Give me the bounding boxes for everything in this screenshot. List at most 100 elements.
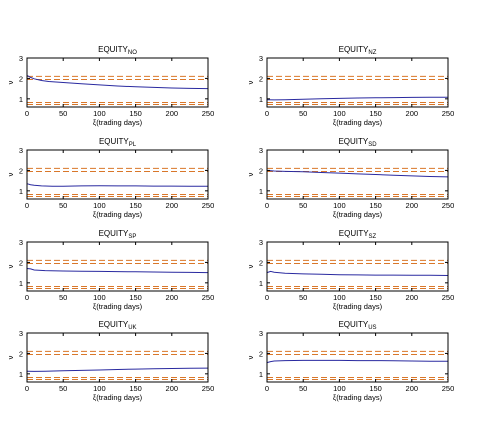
chart-sz-xtick-label: 200	[406, 293, 419, 302]
chart-us: EQUITYUS 0 50 100 150 200 250 1 2 3 ξ(trading days…	[246, 320, 454, 402]
chart-us-title: EQUITYUS	[338, 320, 376, 331]
chart-no-xtick-label: 250	[202, 109, 215, 118]
chart-sp-xtick-label: 250	[202, 293, 215, 302]
chart-us-xlabel: ξ(trading days)	[333, 393, 383, 402]
chart-sp-ytick-label: 3	[19, 238, 23, 247]
chart-uk-xtick-label: 200	[166, 384, 179, 393]
chart-nz-title: EQUITYNZ	[339, 45, 377, 56]
chart-nz: EQUITYNZ 0 50 100 150 200 250 1 2 3 ξ(trading days…	[246, 45, 454, 127]
chart-sz-xtick-label: 50	[299, 293, 307, 302]
chart-sz-ytick-label: 3	[259, 238, 263, 247]
chart-sz-xlabel: ξ(trading days)	[333, 302, 383, 311]
chart-pl-title-subscript: PL	[129, 142, 137, 148]
chart-sd-xtick-label: 200	[406, 201, 419, 210]
chart-uk-xtick-label: 0	[25, 384, 29, 393]
chart-sz-title-subscript: SZ	[369, 234, 377, 240]
chart-uk-xtick-label: 250	[202, 384, 215, 393]
chart-no-title-subscript: NO	[128, 50, 137, 56]
chart-nz-ylabel: ν	[246, 80, 255, 84]
chart-pl-ytick-label: 3	[19, 146, 23, 155]
chart-nz-xtick-label: 250	[442, 109, 455, 118]
chart-no-xtick-label: 150	[129, 109, 142, 118]
chart-pl-xtick-label: 100	[93, 201, 106, 210]
chart-no-xtick-label: 0	[25, 109, 29, 118]
chart-sz-xtick-label: 150	[369, 293, 382, 302]
chart-nz-title-subscript: NZ	[368, 50, 376, 56]
chart-uk-ytick-label: 1	[19, 370, 23, 379]
chart-sz-xtick-label: 250	[442, 293, 455, 302]
chart-sp-xtick-label: 0	[25, 293, 29, 302]
chart-uk-title-subscript: UK	[128, 325, 136, 331]
chart-pl-xtick-label: 250	[202, 201, 215, 210]
chart-pl-ytick-label: 1	[19, 187, 23, 196]
chart-uk-xtick-label: 50	[59, 384, 67, 393]
chart-us-xtick-label: 150	[369, 384, 382, 393]
chart-sz-ytick-label: 2	[259, 258, 263, 267]
chart-nz-xtick-label: 200	[406, 109, 419, 118]
chart-no-ytick-label: 3	[19, 54, 23, 63]
chart-nz-xtick-label: 50	[299, 109, 307, 118]
chart-uk-title: EQUITYUK	[98, 320, 136, 331]
chart-nz-xlabel: ξ(trading days)	[333, 118, 383, 127]
chart-sz-series-line-0	[266, 270, 449, 276]
chart-pl-title: EQUITYPL	[99, 137, 137, 148]
chart-nz-title-main: EQUITY	[339, 45, 369, 54]
chart-sp-title-main: EQUITY	[99, 229, 129, 238]
chart-no-xlabel: ξ(trading days)	[93, 118, 143, 127]
chart-sd-xtick-label: 50	[299, 201, 307, 210]
chart-us-ylabel: ν	[246, 355, 255, 359]
chart-nz-xtick-label: 150	[369, 109, 382, 118]
chart-us-title-main: EQUITY	[338, 320, 368, 329]
chart-no-series-line-0	[26, 74, 209, 90]
chart-uk-ytick-label: 2	[19, 349, 23, 358]
chart-sp: EQUITYSP 0 50 100 150 200 250 1 2 3 ξ(trading days…	[6, 229, 214, 311]
chart-sz-xtick-label: 0	[265, 293, 269, 302]
chart-no-xtick-label: 50	[59, 109, 67, 118]
chart-sd-axes-frame	[266, 149, 449, 200]
chart-no-title: EQUITYNO	[98, 45, 137, 56]
chart-sz-title: EQUITYSZ	[339, 229, 377, 240]
chart-sz-title-main: EQUITY	[339, 229, 369, 238]
chart-sp-title-subscript: SP	[128, 234, 136, 240]
chart-uk-xlabel: ξ(trading days)	[93, 393, 143, 402]
chart-uk-ylabel: ν	[6, 355, 15, 359]
chart-pl-xtick-label: 150	[129, 201, 142, 210]
chart-us-xtick-label: 0	[265, 384, 269, 393]
chart-pl-xtick-label: 200	[166, 201, 179, 210]
chart-sd-ytick-label: 2	[259, 166, 263, 175]
chart-sz-ylabel: ν	[246, 264, 255, 268]
chart-sz-ytick-label: 1	[259, 279, 263, 288]
chart-no-xtick-label: 100	[93, 109, 106, 118]
chart-nz-xtick-label: 100	[333, 109, 346, 118]
chart-pl: EQUITYPL 0 50 100 150 200 250 1 2 3 ξ(trading days…	[6, 137, 214, 219]
chart-uk: EQUITYUK 0 50 100 150 200 250 1 2 3 ξ(trading days…	[6, 320, 214, 402]
chart-sd-xtick-label: 150	[369, 201, 382, 210]
chart-us-ytick-label: 3	[259, 329, 263, 338]
chart-us-ytick-label: 2	[259, 349, 263, 358]
chart-sd-series-line-0	[266, 169, 449, 178]
chart-pl-xtick-label: 0	[25, 201, 29, 210]
chart-sp-xtick-label: 100	[93, 293, 106, 302]
chart-no: EQUITYNO 0 50 100 150 200 250 1 2 3 ξ(trading days…	[6, 45, 214, 127]
chart-pl-ylabel: ν	[6, 172, 15, 176]
chart-pl-title-main: EQUITY	[99, 137, 129, 146]
chart-pl-ytick-label: 2	[19, 166, 23, 175]
chart-sp-xlabel: ξ(trading days)	[93, 302, 143, 311]
chart-pl-axes-frame	[26, 149, 209, 200]
chart-uk-axes-frame	[26, 332, 209, 383]
chart-uk-xtick-label: 100	[93, 384, 106, 393]
chart-us-xtick-label: 50	[299, 384, 307, 393]
chart-sd-xlabel: ξ(trading days)	[333, 210, 383, 219]
chart-nz-ytick-label: 1	[259, 95, 263, 104]
chart-no-title-main: EQUITY	[98, 45, 128, 54]
chart-sz: EQUITYSZ 0 50 100 150 200 250 1 2 3 ξ(trading days…	[246, 229, 454, 311]
chart-us-xtick-label: 250	[442, 384, 455, 393]
chart-sd-xtick-label: 100	[333, 201, 346, 210]
chart-no-xtick-label: 200	[166, 109, 179, 118]
chart-sd-ylabel: ν	[246, 172, 255, 176]
chart-sp-series-line-0	[26, 268, 209, 274]
chart-us-xtick-label: 200	[406, 384, 419, 393]
chart-sd-ytick-label: 3	[259, 146, 263, 155]
chart-sp-ytick-label: 1	[19, 279, 23, 288]
